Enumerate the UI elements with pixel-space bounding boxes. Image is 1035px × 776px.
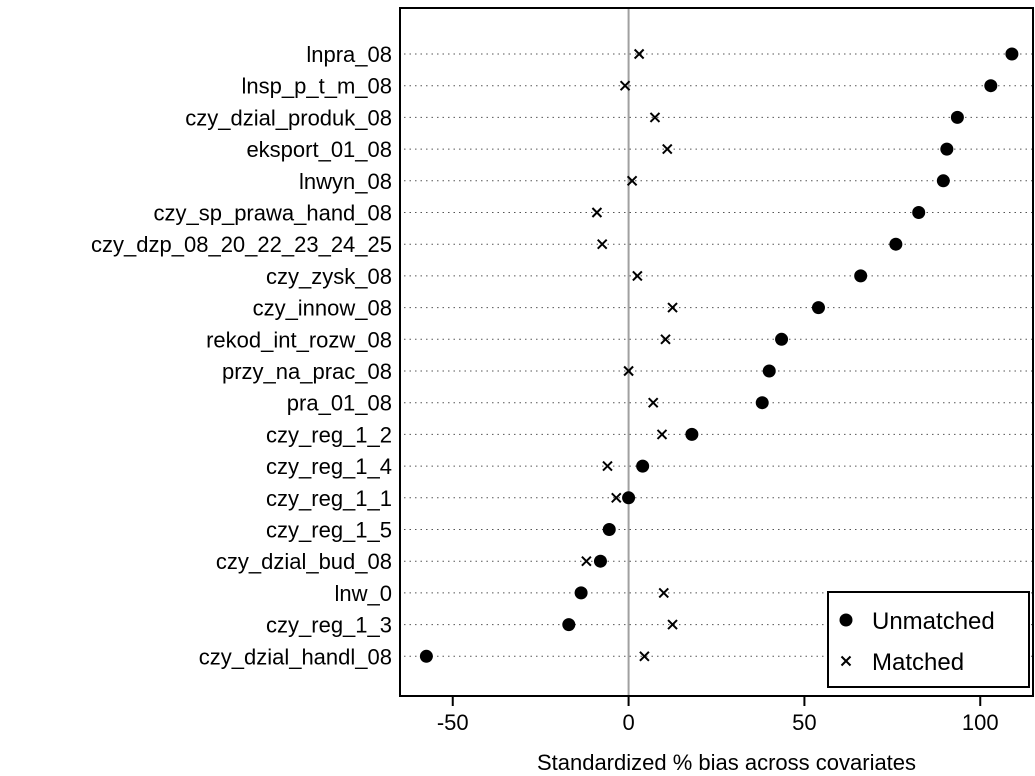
legend: Unmatched Matched: [827, 591, 1030, 688]
unmatched-point: [622, 491, 636, 505]
unmatched-point: [593, 554, 607, 568]
matched-point: [581, 555, 592, 567]
category-label: pra_01_08: [287, 391, 392, 416]
category-label: lnsp_p_t_m_08: [242, 74, 392, 99]
unmatched-point: [1005, 47, 1019, 61]
unmatched-point: [755, 396, 769, 410]
x-tick-label: -50: [437, 710, 469, 735]
category-label: czy_dzial_handl_08: [199, 644, 392, 669]
unmatched-point: [854, 269, 868, 283]
category-label: czy_zysk_08: [266, 264, 392, 289]
data-markers: [419, 47, 1019, 663]
matched-point: [667, 302, 678, 313]
unmatched-point: [889, 237, 903, 251]
unmatched-point: [602, 523, 616, 536]
x-axis: -50 0 50 100: [437, 696, 999, 735]
matched-point: [602, 460, 613, 472]
category-label: czy_dzial_produk_08: [185, 105, 392, 130]
matched-point: [623, 365, 634, 377]
matched-point: [656, 429, 668, 440]
category-label: lnwyn_08: [299, 169, 392, 194]
unmatched-point: [636, 459, 650, 473]
unmatched-point: [762, 364, 776, 378]
matched-point: [633, 48, 645, 60]
legend-label: Unmatched: [872, 608, 995, 635]
x-tick-label: 0: [622, 710, 634, 735]
legend-marker-matched: [840, 655, 852, 667]
matched-point: [632, 270, 643, 282]
category-label: lnw_0: [335, 581, 392, 606]
matched-point: [662, 143, 673, 155]
category-label: przy_na_prac_08: [222, 359, 392, 384]
unmatched-point: [811, 301, 825, 315]
unmatched-point: [940, 142, 954, 156]
matched-point: [591, 207, 603, 218]
unmatched-point: [419, 649, 433, 663]
unmatched-point: [936, 174, 950, 188]
category-label: czy_reg_1_3: [266, 613, 392, 638]
matched-point: [639, 651, 650, 662]
legend-box: [827, 591, 1030, 688]
unmatched-point: [950, 110, 964, 124]
matched-point: [626, 175, 638, 187]
category-label: czy_dzp_08_20_22_23_24_25: [91, 232, 392, 257]
unmatched-point: [984, 79, 998, 93]
category-label: czy_reg_1_1: [266, 486, 392, 511]
matched-point: [649, 112, 661, 123]
legend-label: Matched: [872, 649, 964, 676]
category-label: czy_reg_1_2: [266, 422, 392, 447]
category-label: rekod_int_rozw_08: [206, 327, 392, 352]
grid-lines: [404, 53, 1033, 657]
matched-point: [667, 619, 678, 630]
matched-point: [619, 80, 631, 91]
unmatched-point: [775, 332, 789, 346]
x-axis-title: Standardized % bias across covariates: [537, 750, 916, 775]
matched-point: [658, 587, 669, 599]
category-label: eksport_01_08: [246, 137, 392, 162]
category-labels: lnpra_08 lnsp_p_t_m_08 czy_dzial_produk_08…: [91, 42, 392, 669]
x-tick-label: 100: [962, 710, 999, 735]
category-label: czy_innow_08: [253, 296, 392, 321]
legend-marker-unmatched: [839, 613, 853, 627]
matched-point: [597, 238, 608, 250]
matched-point: [660, 334, 671, 345]
category-label: czy_sp_prawa_hand_08: [153, 201, 392, 226]
x-tick-label: 50: [792, 710, 816, 735]
category-label: czy_reg_1_5: [266, 518, 392, 543]
matched-point: [647, 397, 659, 408]
unmatched-point: [685, 427, 699, 441]
category-label: lnpra_08: [306, 42, 392, 67]
plot-frame: [399, 7, 1034, 697]
category-label: czy_dzial_bud_08: [216, 549, 392, 574]
unmatched-point: [574, 586, 588, 600]
unmatched-point: [562, 618, 576, 632]
category-label: czy_reg_1_4: [266, 454, 392, 479]
unmatched-point: [912, 206, 926, 219]
matched-point: [611, 492, 622, 504]
